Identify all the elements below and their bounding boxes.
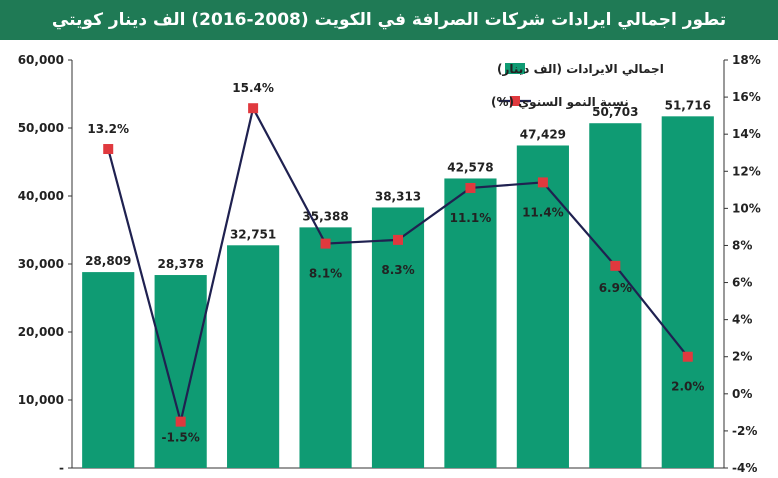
growth-label: 13.2% — [87, 122, 129, 136]
bar-label: 47,429 — [520, 127, 566, 141]
right-tick-label: 6% — [732, 276, 752, 290]
left-tick-label: 10,000 — [18, 393, 64, 407]
growth-label: 8.1% — [309, 267, 342, 281]
left-tick-label: 40,000 — [18, 189, 64, 203]
legend-label-line: نسبة النمو السنوي (%) — [491, 95, 629, 110]
bar-2012 — [371, 207, 425, 468]
growth-label: 2.0% — [671, 380, 704, 394]
right-tick-label: 8% — [732, 238, 752, 252]
bar-2015 — [589, 123, 642, 468]
right-tick-label: 4% — [732, 313, 752, 327]
growth-marker-2008 — [103, 144, 114, 155]
left-tick-label: 50,000 — [18, 121, 64, 135]
left-tick-label: - — [59, 461, 64, 475]
bar-label: 28,378 — [158, 257, 204, 271]
growth-label: 11.1% — [450, 211, 492, 225]
bar-2016 — [661, 116, 714, 468]
growth-label: -1.5% — [162, 431, 200, 445]
bar-label: 32,751 — [230, 227, 276, 241]
growth-label: 11.4% — [522, 205, 564, 219]
growth-label: 15.4% — [232, 81, 274, 95]
legend-swatch-bar — [505, 63, 525, 74]
left-tick-label: 30,000 — [18, 257, 64, 271]
bar-2009 — [154, 275, 207, 468]
right-tick-label: 10% — [732, 201, 761, 215]
right-tick-label: 0% — [732, 387, 752, 401]
growth-label: 8.3% — [381, 263, 414, 277]
right-tick-label: -2% — [732, 424, 757, 438]
bar-label: 28,809 — [85, 254, 131, 268]
bar-2014 — [516, 145, 569, 469]
bar-2010 — [227, 245, 280, 468]
growth-marker-2013 — [465, 182, 476, 193]
bar-2008 — [82, 272, 135, 468]
growth-marker-2011 — [320, 238, 331, 249]
bar-2013 — [444, 178, 497, 468]
growth-marker-2014 — [537, 177, 548, 188]
right-tick-label: 16% — [732, 90, 761, 104]
bar-label: 51,716 — [665, 98, 711, 112]
growth-marker-2016 — [682, 351, 693, 362]
growth-marker-2009 — [175, 416, 186, 427]
bar-label: 42,578 — [447, 160, 493, 174]
bar-label: 38,313 — [375, 189, 421, 203]
growth-marker-2015 — [610, 260, 621, 271]
bar-2011 — [299, 227, 352, 468]
chart-title: تطور اجمالي ايرادات شركات الصرافة في الك… — [0, 0, 778, 40]
legend-swatch-marker — [510, 96, 520, 106]
right-tick-label: -4% — [732, 461, 757, 475]
left-tick-label: 20,000 — [18, 325, 64, 339]
growth-marker-2010 — [248, 103, 259, 114]
right-tick-label: 14% — [732, 127, 761, 141]
right-tick-label: 12% — [732, 164, 761, 178]
right-tick-label: 18% — [732, 53, 761, 67]
right-tick-label: 2% — [732, 350, 752, 364]
left-tick-label: 60,000 — [18, 53, 64, 67]
bar-label: 50,703 — [592, 105, 638, 119]
legend-label-bar: اجمالي الايرادات (الف دينار) — [497, 62, 664, 76]
growth-marker-2012 — [393, 234, 403, 245]
growth-label: 6.9% — [599, 281, 632, 295]
